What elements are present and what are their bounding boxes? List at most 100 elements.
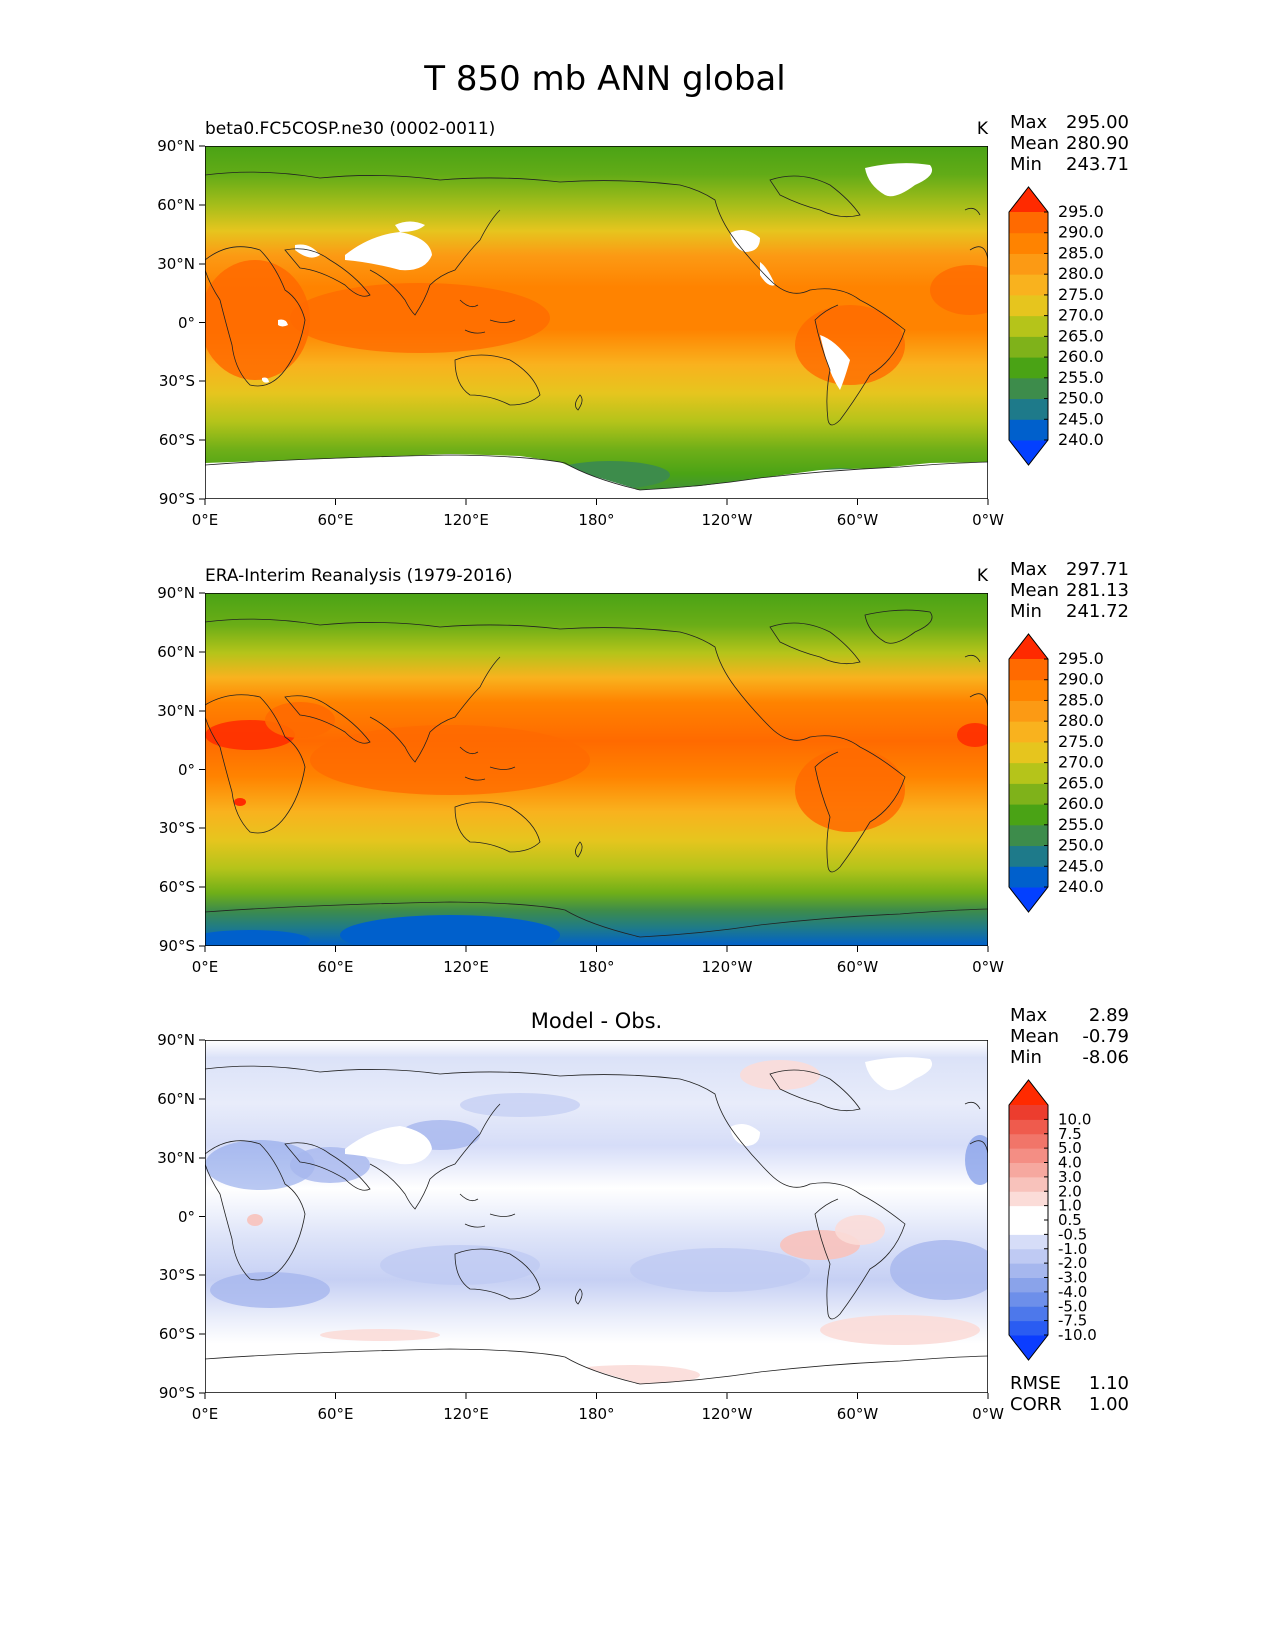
lat-tick-label: 60°S — [159, 1325, 195, 1343]
tick-lon: 60°W — [837, 946, 878, 976]
panel-center-title: Model - Obs. — [531, 1009, 662, 1033]
colorbar-tick-label: 280.0 — [1058, 264, 1104, 283]
colorbar-swatch — [1009, 1191, 1048, 1207]
tick-lon: 120°W — [702, 1393, 753, 1423]
lat-tick-label: 90°S — [159, 937, 195, 955]
tick-lon: 120°E — [443, 499, 489, 529]
tick-lon: 180° — [578, 499, 615, 529]
tick-lon: 60°W — [837, 499, 878, 529]
colorbar-extend-high — [1009, 1080, 1048, 1105]
colorbar-swatch — [1009, 377, 1048, 400]
colorbar-tick-label: -0.5 — [1058, 1225, 1087, 1243]
colorbar-tick-label: 265.0 — [1058, 773, 1104, 792]
tick-lat: 0° — [178, 761, 205, 779]
footer-label: RMSE — [1010, 1373, 1061, 1394]
colorbar-tick-label: 7.5 — [1058, 1125, 1082, 1143]
colorbar-tick-label: 290.0 — [1058, 223, 1104, 242]
colorbar-tick-label: 275.0 — [1058, 732, 1104, 751]
tick-lon: 60°E — [317, 499, 354, 529]
stat-value: -8.06 — [1082, 1047, 1129, 1068]
colorbar-tick-label: 270.0 — [1058, 753, 1104, 772]
tick-lat: 90°S — [159, 1384, 205, 1402]
tick-lon: 120°W — [702, 946, 753, 976]
tick-lon: 120°W — [702, 499, 753, 529]
colorbar-swatch — [1009, 721, 1048, 743]
stat-label: Max — [1010, 1005, 1048, 1026]
colorbar-swatch — [1009, 1148, 1048, 1163]
stats: Max 297.71 Mean 281.13 Min 241.72 — [1010, 559, 1129, 622]
colorbar-tick-label: -10.0 — [1058, 1326, 1097, 1344]
colorbar-tick-label: -7.5 — [1058, 1312, 1087, 1330]
colorbar-swatch — [1009, 294, 1048, 317]
tick-lat: 0° — [178, 314, 205, 332]
colorbar-swatch — [1009, 741, 1048, 764]
footer-value: 1.10 — [1089, 1373, 1129, 1394]
tick-lat: 30°S — [159, 819, 205, 837]
colorbar-tick-label: 245.0 — [1058, 856, 1104, 875]
tick-lon: 120°E — [443, 946, 489, 976]
stat-label: Min — [1010, 154, 1042, 175]
lon-tick-label: 120°E — [443, 511, 489, 529]
colorbar-swatch — [1009, 1176, 1048, 1192]
lat-tick-label: 90°S — [159, 490, 195, 508]
lat-tick-label: 90°S — [159, 1384, 195, 1402]
colorbar-tick-label: -4.0 — [1058, 1283, 1087, 1301]
lat-tick-label: 30°S — [159, 372, 195, 390]
tick-lon: 180° — [578, 1393, 615, 1423]
tick-lat: 60°N — [157, 643, 205, 661]
colorbar-swatch — [1009, 253, 1048, 275]
stat-value: 297.71 — [1066, 559, 1129, 580]
tick-lat: 90°N — [157, 584, 205, 602]
colorbar-extend-low — [1009, 440, 1048, 465]
stat-value: 243.71 — [1066, 154, 1129, 175]
colorbar-tick-label: 5.0 — [1058, 1139, 1082, 1157]
colorbar-tick-label: 260.0 — [1058, 794, 1104, 813]
footer-value: 1.00 — [1089, 1394, 1129, 1415]
colorbar: -10.0-7.5-5.0-4.0-3.0-2.0-1.0-0.50.51.02… — [1008, 1079, 1097, 1361]
colorbar-tick-label: 285.0 — [1058, 690, 1104, 709]
lon-tick-label: 0°E — [192, 1405, 219, 1423]
colorbar-tick-label: 270.0 — [1058, 306, 1104, 325]
panel-units: K — [977, 119, 989, 139]
colorbar-swatch — [1009, 783, 1048, 805]
lon-tick-label: 60°E — [317, 1405, 353, 1423]
stat-value: 295.00 — [1066, 112, 1129, 133]
colorbar-tick-label: 265.0 — [1058, 326, 1104, 345]
stat-value: 241.72 — [1066, 601, 1129, 622]
colorbar-tick-label: 255.0 — [1058, 368, 1104, 387]
colorbar-swatch — [1009, 1277, 1048, 1293]
panel-left-title: beta0.FC5COSP.ne30 (0002-0011) — [205, 119, 495, 139]
lon-tick-label: 120°W — [702, 1405, 753, 1423]
tick-lat: 60°N — [157, 1090, 205, 1108]
colorbar-tick-label: 4.0 — [1058, 1154, 1082, 1172]
tick-lon: 60°E — [317, 946, 354, 976]
stat-label: Mean — [1010, 133, 1059, 154]
colorbar-tick-label: 290.0 — [1058, 670, 1104, 689]
tick-lat: 90°S — [159, 490, 205, 508]
colorbar-swatch — [1009, 845, 1048, 867]
tick-lon: 120°E — [443, 1393, 489, 1423]
tick-lat: 90°S — [159, 937, 205, 955]
colorbar-tick-label: 295.0 — [1058, 202, 1104, 221]
tick-lon: 180° — [578, 946, 615, 976]
tick-lat: 60°S — [159, 431, 205, 449]
panel-units: K — [977, 566, 989, 586]
colorbar-swatch — [1009, 659, 1048, 681]
lat-axis: 90°N 60°N 30°N 0° 30°S 60°S 90°S — [157, 1031, 205, 1402]
stat-label: Mean — [1010, 1026, 1059, 1047]
colorbar-swatch — [1009, 1133, 1048, 1149]
colorbar-tick-label: 240.0 — [1058, 877, 1104, 896]
tick-lat: 30°N — [157, 255, 205, 273]
footer-stats: RMSE 1.10 CORR 1.00 — [1010, 1373, 1129, 1415]
colorbar-swatch — [1009, 1263, 1048, 1278]
lon-tick-label: 60°W — [837, 1405, 879, 1423]
colorbar-swatch — [1009, 212, 1048, 234]
lon-tick-label: 120°E — [443, 1405, 489, 1423]
map-field — [205, 146, 988, 499]
tick-lat: 30°N — [157, 1149, 205, 1167]
tick-lon: 60°W — [837, 1393, 879, 1423]
tick-lon: 60°E — [317, 1393, 354, 1423]
tick-lon: 0°W — [972, 499, 1004, 529]
